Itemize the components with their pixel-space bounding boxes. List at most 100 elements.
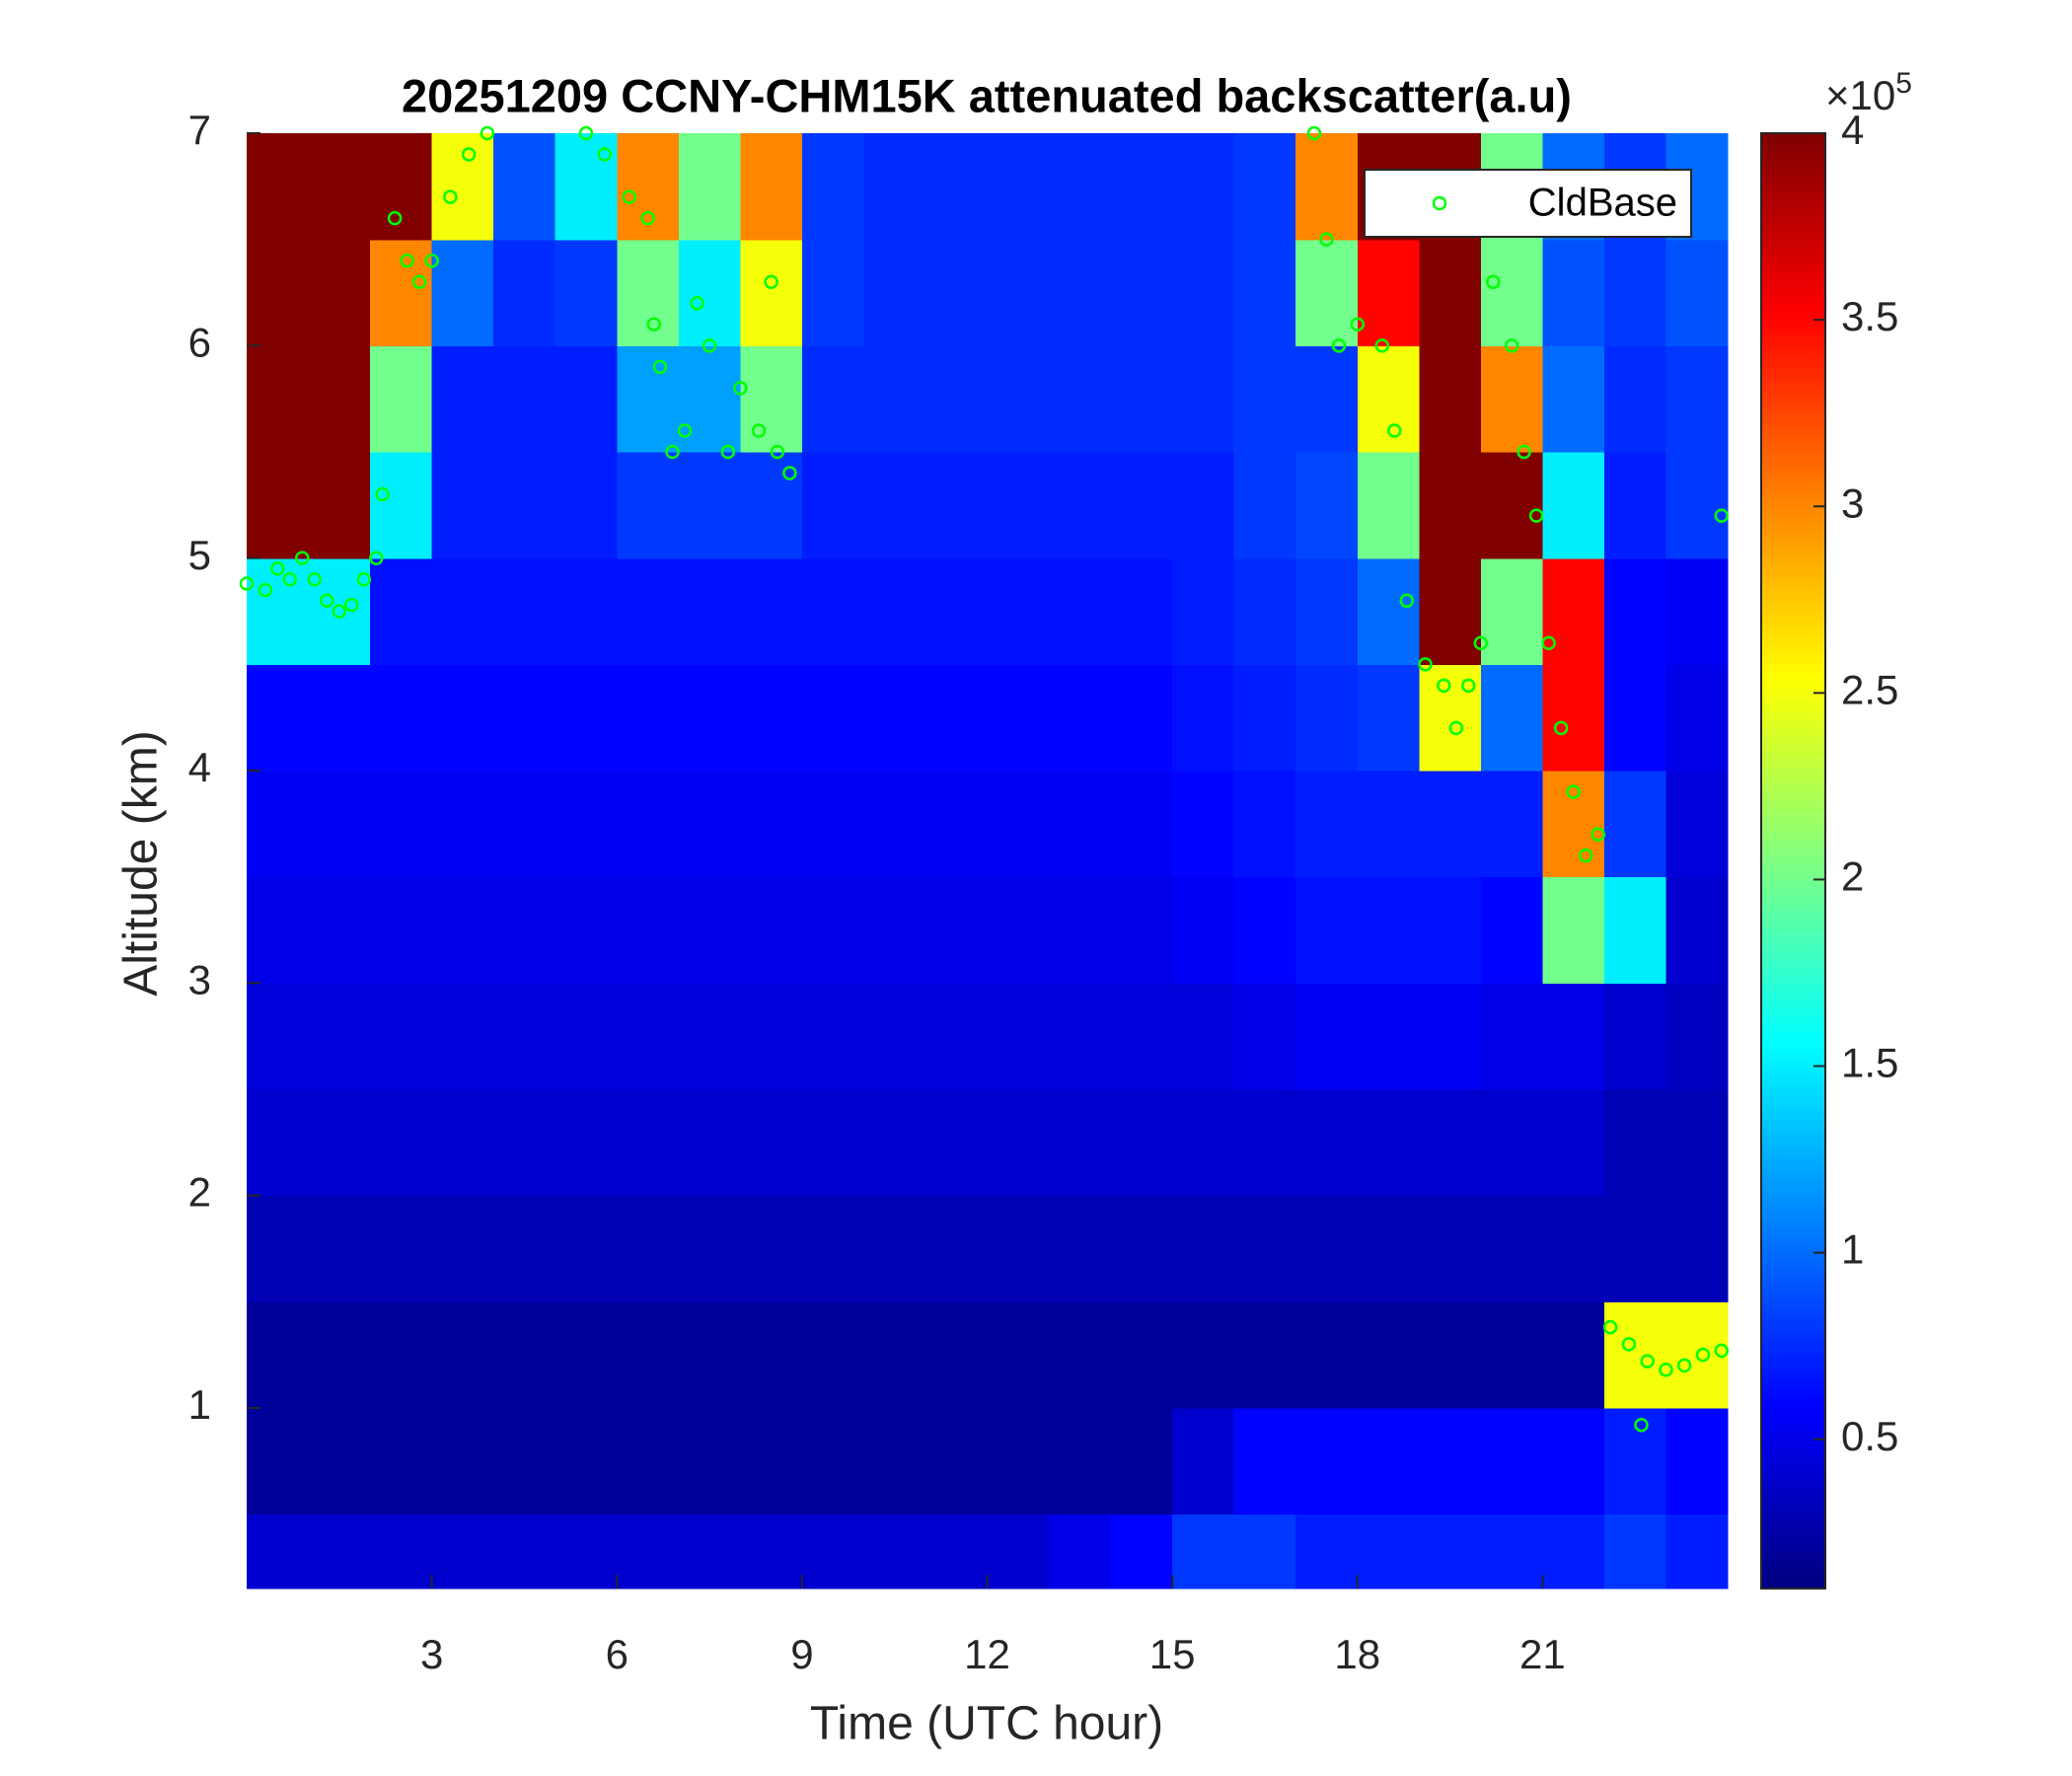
heatmap-cell bbox=[431, 1088, 494, 1197]
heatmap-cell bbox=[308, 1514, 371, 1590]
heatmap-cell bbox=[493, 345, 556, 453]
heatmap-cell bbox=[617, 557, 680, 665]
heatmap-cell bbox=[431, 557, 494, 665]
heatmap-cell bbox=[247, 876, 310, 984]
heatmap-cell bbox=[493, 557, 556, 665]
heatmap-cell bbox=[740, 1195, 803, 1302]
heatmap-cell bbox=[493, 451, 556, 559]
cloud-base-point bbox=[1399, 593, 1415, 608]
heatmap-cell bbox=[1233, 1088, 1296, 1197]
heatmap-cell bbox=[863, 1514, 926, 1590]
heatmap-cell bbox=[678, 1301, 741, 1409]
x-tick-label: 6 bbox=[606, 1631, 629, 1677]
heatmap-cell bbox=[1233, 664, 1296, 772]
heatmap-cell bbox=[555, 1301, 618, 1409]
heatmap-cell bbox=[1480, 1301, 1543, 1409]
heatmap-cell bbox=[555, 1514, 618, 1590]
heatmap-cell bbox=[308, 770, 371, 878]
heatmap-cell bbox=[1419, 876, 1482, 984]
heatmap-cell bbox=[370, 1088, 433, 1197]
heatmap-cell bbox=[555, 1407, 618, 1516]
legend-box bbox=[1364, 169, 1692, 238]
colorbar-tick-label: 3.5 bbox=[1841, 293, 1898, 339]
heatmap-cell bbox=[1603, 451, 1667, 559]
heatmap-cell bbox=[1110, 345, 1173, 453]
heatmap-cell bbox=[617, 1514, 680, 1590]
heatmap-cell bbox=[555, 1195, 618, 1302]
heatmap-cell bbox=[678, 557, 741, 665]
cloud-base-point bbox=[424, 253, 439, 268]
heatmap-cell bbox=[555, 239, 618, 346]
heatmap-cell bbox=[678, 1088, 741, 1197]
heatmap-cell bbox=[740, 133, 803, 241]
cloud-base-point bbox=[270, 561, 285, 576]
cloud-base-point bbox=[652, 359, 668, 375]
heatmap-cell bbox=[617, 1301, 680, 1409]
heatmap-cell bbox=[370, 664, 433, 772]
cloud-base-point bbox=[356, 571, 372, 587]
heatmap-cell bbox=[247, 1301, 310, 1409]
heatmap-cell bbox=[678, 1514, 741, 1590]
cloud-base-point bbox=[1578, 848, 1593, 863]
heatmap-cell bbox=[925, 1514, 989, 1590]
heatmap-cell bbox=[1172, 876, 1235, 984]
heatmap-cell bbox=[740, 1514, 803, 1590]
heatmap-cell bbox=[617, 1407, 680, 1516]
chart-title: 20251209 CCNY-CHM15K attenuated backscat… bbox=[402, 69, 1572, 121]
heatmap-cell bbox=[740, 239, 803, 346]
heatmap-cell bbox=[1172, 557, 1235, 665]
heatmap-cell bbox=[987, 557, 1050, 665]
heatmap-cell bbox=[1049, 1088, 1112, 1197]
cloud-base-point bbox=[480, 125, 495, 141]
cloud-base-point bbox=[665, 444, 680, 460]
heatmap-cell bbox=[1419, 1195, 1482, 1302]
heatmap-cell bbox=[1665, 1514, 1729, 1590]
heatmap-cell bbox=[1480, 557, 1543, 665]
heatmap-cell bbox=[1233, 1407, 1296, 1516]
heatmap-cell bbox=[1172, 345, 1235, 453]
heatmap-cell bbox=[1542, 1514, 1605, 1590]
heatmap-cell bbox=[740, 876, 803, 984]
cloud-base-point bbox=[258, 582, 273, 598]
multiplier-exponent: 5 bbox=[1895, 67, 1912, 100]
heatmap-cell bbox=[555, 1088, 618, 1197]
cloud-base-point bbox=[1640, 1354, 1655, 1369]
x-tick-label: 21 bbox=[1519, 1631, 1566, 1677]
heatmap-cell bbox=[987, 1195, 1050, 1302]
cloud-base-point bbox=[320, 593, 334, 608]
heatmap-cell bbox=[863, 1301, 926, 1409]
legend-marker bbox=[1432, 195, 1447, 211]
heatmap-cell bbox=[493, 133, 556, 241]
cloud-base-point bbox=[1319, 232, 1334, 247]
heatmap-cell bbox=[1295, 239, 1359, 346]
heatmap-cell bbox=[1295, 1301, 1359, 1409]
heatmap-cell bbox=[308, 1301, 371, 1409]
heatmap-cell bbox=[801, 345, 865, 453]
y-tick-label: 1 bbox=[188, 1381, 211, 1428]
heatmap-cell bbox=[1665, 239, 1729, 346]
heatmap-cell bbox=[1419, 664, 1482, 772]
heatmap-cell bbox=[740, 1301, 803, 1409]
heatmap-cell bbox=[308, 239, 371, 346]
heatmap-cell bbox=[863, 557, 926, 665]
heatmap-cell bbox=[925, 451, 989, 559]
heatmap-cell bbox=[678, 133, 741, 241]
heatmap-cell bbox=[247, 239, 310, 346]
cloud-base-point bbox=[239, 576, 255, 591]
heatmap-cell bbox=[1110, 664, 1173, 772]
heatmap-cell bbox=[801, 1195, 865, 1302]
heatmap-cell bbox=[1110, 239, 1173, 346]
heatmap-cell bbox=[555, 451, 618, 559]
heatmap-cell bbox=[987, 133, 1050, 241]
heatmap-cell bbox=[1542, 664, 1605, 772]
heatmap-cell bbox=[431, 133, 494, 241]
heatmap-cell bbox=[370, 1407, 433, 1516]
heatmap-cell bbox=[1419, 345, 1482, 453]
colorbar-multiplier: ×105 bbox=[1825, 67, 1912, 118]
heatmap-cell bbox=[493, 664, 556, 772]
heatmap-cell bbox=[1665, 664, 1729, 772]
heatmap-cell bbox=[925, 876, 989, 984]
heatmap-cell bbox=[1665, 1195, 1729, 1302]
heatmap-cell bbox=[1542, 1088, 1605, 1197]
